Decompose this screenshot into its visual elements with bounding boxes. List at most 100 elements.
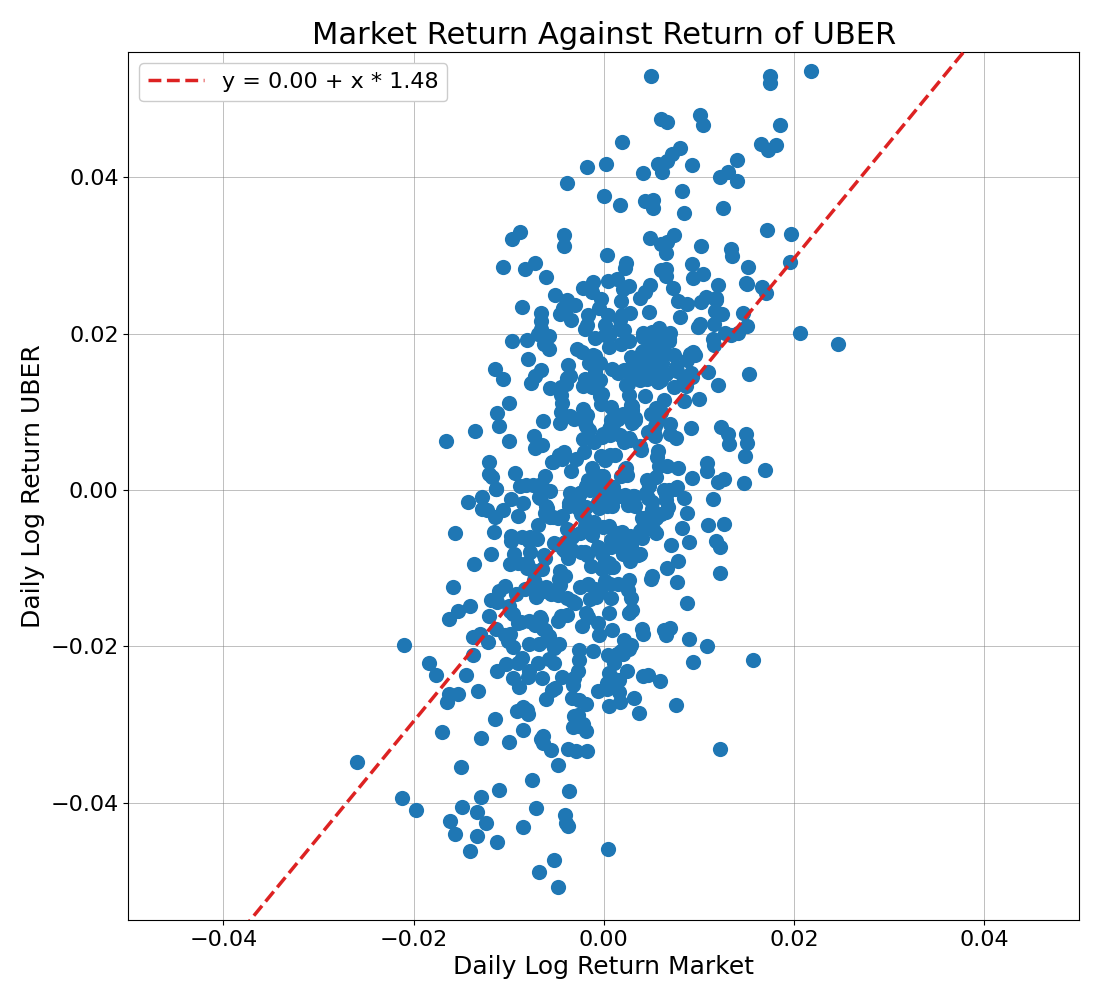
Point xyxy=(642,338,660,354)
Point xyxy=(514,722,531,738)
Point xyxy=(514,495,531,511)
Point xyxy=(510,478,528,494)
Point xyxy=(642,343,660,359)
Point xyxy=(662,537,680,553)
Point xyxy=(527,575,544,591)
Point xyxy=(668,574,685,590)
Point xyxy=(594,487,612,503)
Point xyxy=(616,487,634,503)
Point xyxy=(532,561,550,577)
Point xyxy=(542,586,560,602)
Point xyxy=(679,352,696,368)
Point xyxy=(460,494,477,510)
Point xyxy=(675,205,693,221)
Point xyxy=(541,483,559,499)
Point xyxy=(532,362,550,378)
Point xyxy=(449,686,466,702)
Point xyxy=(658,261,675,277)
Point xyxy=(692,238,710,254)
Point xyxy=(660,333,678,349)
Point xyxy=(529,655,547,671)
Point xyxy=(571,485,588,501)
Point xyxy=(634,621,651,637)
Point xyxy=(497,656,515,672)
Point xyxy=(586,370,604,386)
Point xyxy=(510,679,528,695)
Point xyxy=(612,643,629,659)
Point xyxy=(660,499,678,515)
Point xyxy=(645,192,662,208)
Point xyxy=(594,519,612,535)
Point xyxy=(671,309,689,325)
Point xyxy=(609,321,627,337)
Point xyxy=(464,629,482,645)
Point xyxy=(710,377,727,393)
Point xyxy=(518,702,536,718)
Point xyxy=(616,632,634,648)
Point xyxy=(441,813,459,829)
Point xyxy=(486,509,504,525)
Point xyxy=(634,344,651,360)
Point xyxy=(484,469,502,485)
Point xyxy=(614,646,631,662)
Point xyxy=(596,554,614,570)
Point xyxy=(640,304,658,320)
Point xyxy=(661,416,679,432)
Point xyxy=(700,517,717,533)
Point xyxy=(584,347,602,363)
Point xyxy=(609,365,627,381)
Point xyxy=(658,627,675,643)
Point xyxy=(530,636,548,652)
Point xyxy=(669,553,686,569)
Point xyxy=(485,524,503,540)
Point xyxy=(645,332,662,348)
Point xyxy=(745,652,762,668)
Point xyxy=(557,568,574,584)
Point xyxy=(579,317,596,333)
Point xyxy=(652,111,670,127)
Point xyxy=(532,321,550,337)
Point xyxy=(526,617,543,633)
Point xyxy=(652,506,670,522)
Point xyxy=(634,329,651,345)
Point xyxy=(645,200,662,216)
Point xyxy=(603,622,620,638)
Point xyxy=(683,256,701,272)
Point xyxy=(575,444,593,460)
Point xyxy=(553,508,571,524)
Point xyxy=(487,621,505,637)
Point xyxy=(546,655,563,671)
Point xyxy=(540,628,558,644)
Legend: y = 0.00 + x * 1.48: y = 0.00 + x * 1.48 xyxy=(140,63,448,101)
Point xyxy=(656,482,673,498)
Point xyxy=(608,646,626,662)
Point xyxy=(603,412,620,428)
Point xyxy=(586,581,604,597)
Point xyxy=(591,388,608,404)
Point xyxy=(638,353,656,369)
Point xyxy=(802,63,820,79)
Point xyxy=(658,366,675,382)
Point xyxy=(516,581,534,597)
Point xyxy=(668,359,685,375)
Point xyxy=(558,370,575,386)
Point xyxy=(610,427,628,443)
Point xyxy=(487,481,505,497)
Point xyxy=(614,406,631,422)
Point xyxy=(698,455,716,471)
Title: Market Return Against Return of UBER: Market Return Against Return of UBER xyxy=(311,21,895,50)
Point xyxy=(604,479,622,495)
Point xyxy=(602,447,619,463)
Point xyxy=(549,587,566,603)
Point xyxy=(739,259,757,275)
Point xyxy=(541,380,559,396)
Point xyxy=(605,671,623,687)
Point xyxy=(668,479,685,495)
Point xyxy=(538,500,556,516)
Point xyxy=(490,418,507,434)
Point xyxy=(481,454,498,470)
Point xyxy=(581,482,598,498)
Point xyxy=(600,647,617,663)
Point xyxy=(500,433,518,449)
Point xyxy=(609,411,627,427)
